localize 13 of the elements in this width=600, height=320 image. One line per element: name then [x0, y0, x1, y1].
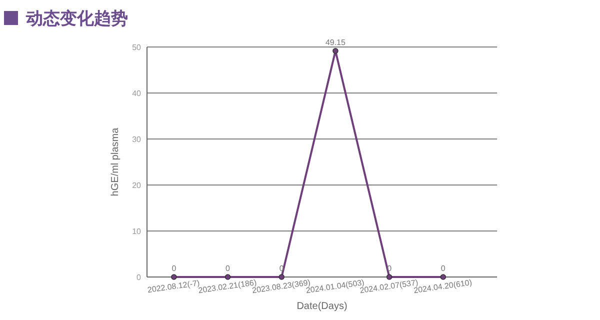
data-label: 0 — [440, 264, 446, 273]
chart-title: 动态变化趋势 — [25, 9, 128, 28]
y-tick-label: 50 — [132, 43, 142, 52]
data-label: 0 — [226, 264, 231, 273]
y-axis-title: hGE/ml plasma — [110, 127, 121, 196]
y-tick-label: 10 — [132, 227, 142, 236]
y-tick-label: 30 — [132, 135, 142, 144]
y-tick-label: 0 — [136, 273, 142, 282]
y-tick-label: 40 — [132, 89, 142, 98]
x-axis-title: Date(Days) — [296, 301, 348, 312]
data-label: 49.15 — [325, 38, 346, 47]
y-tick-label: 20 — [132, 181, 142, 190]
data-label: 0 — [172, 264, 177, 273]
